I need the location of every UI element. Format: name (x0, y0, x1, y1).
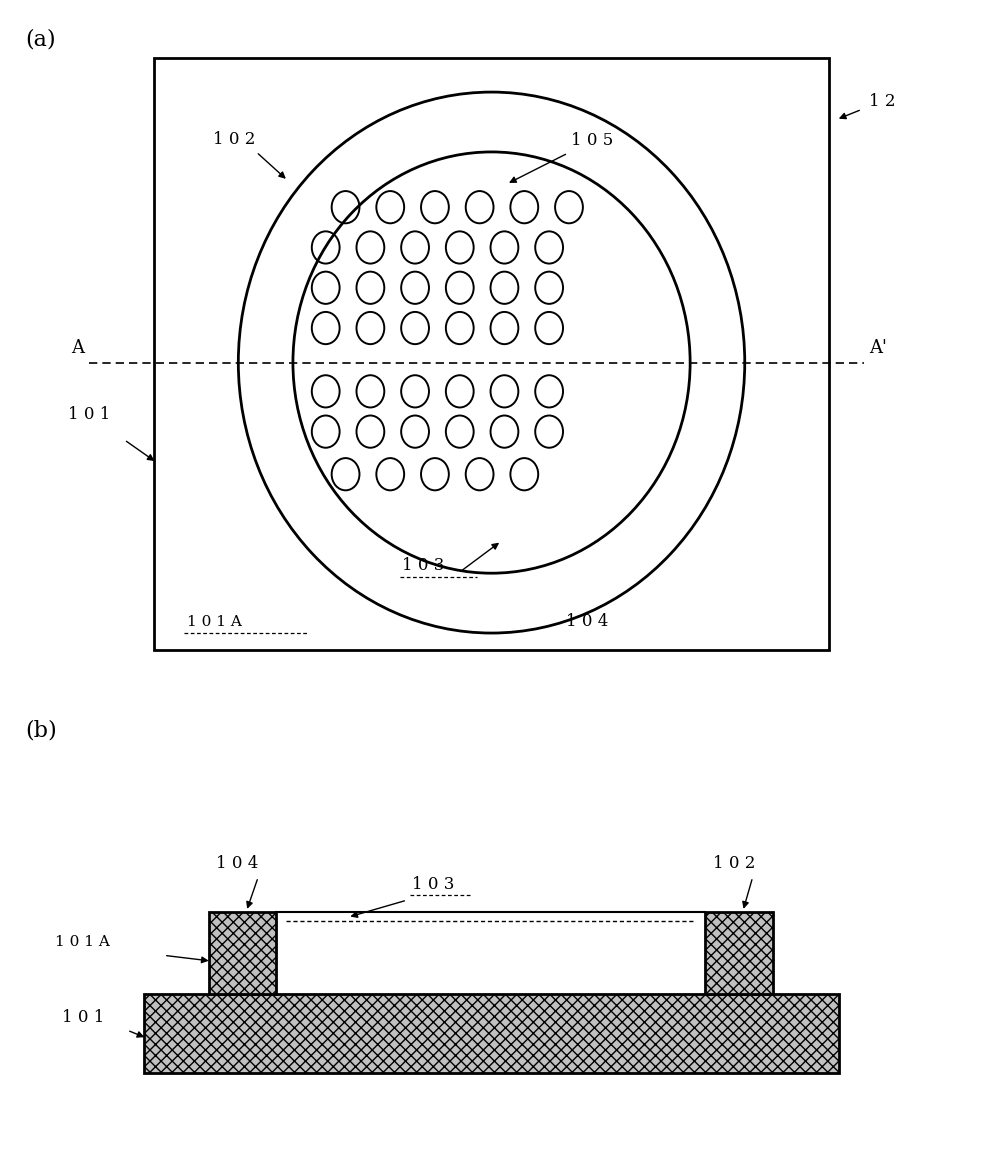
Text: 1 0 2: 1 0 2 (713, 855, 756, 871)
Text: (a): (a) (25, 29, 56, 51)
Text: 1 0 4: 1 0 4 (216, 855, 259, 871)
Text: (b): (b) (25, 719, 57, 741)
Text: 1 0 1 A: 1 0 1 A (187, 615, 241, 630)
Bar (154, 58, 829, 650)
Bar (209, 912, 276, 994)
Text: 1 2: 1 2 (869, 93, 896, 109)
Text: 1 0 1 A: 1 0 1 A (55, 935, 109, 950)
Bar (705, 912, 773, 994)
Text: 1 0 1: 1 0 1 (62, 1009, 104, 1026)
Text: 1 0 4: 1 0 4 (566, 613, 609, 630)
Text: 1 0 3: 1 0 3 (402, 557, 445, 573)
Text: 1 0 5: 1 0 5 (571, 132, 614, 148)
Text: A': A' (869, 338, 887, 357)
Bar (144, 994, 839, 1073)
Text: 1 0 3: 1 0 3 (412, 876, 455, 892)
Text: 1 0 2: 1 0 2 (213, 131, 256, 147)
Text: 1 0 1: 1 0 1 (68, 406, 110, 422)
Text: A: A (71, 338, 84, 357)
